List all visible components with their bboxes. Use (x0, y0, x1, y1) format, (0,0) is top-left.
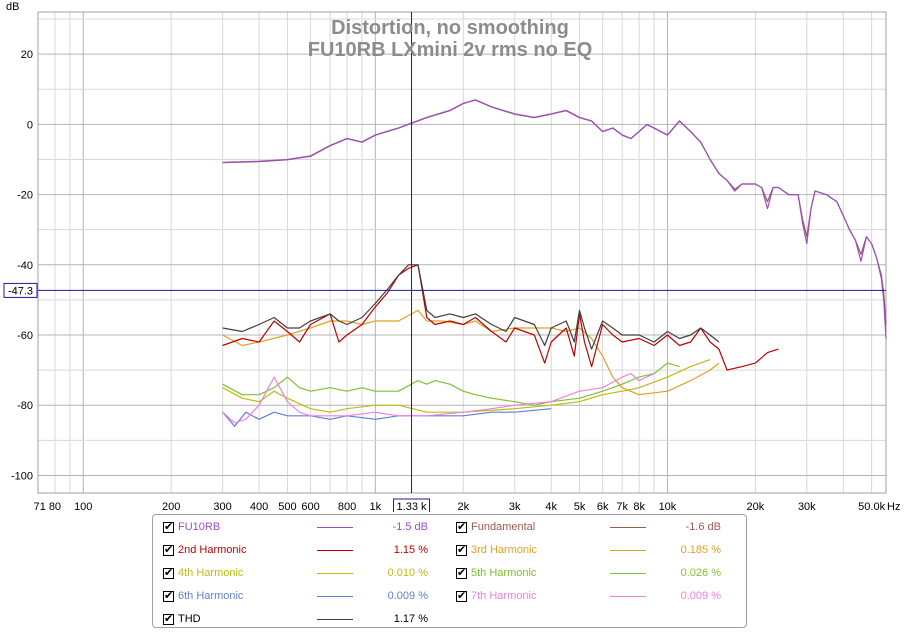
legend-series-value: 1.15 % (393, 544, 428, 556)
legend-checkbox[interactable]: ✔ (163, 521, 174, 533)
legend: ✔ FU10RB -1.5 dB ✔ Fundamental -1.6 dB ✔ 2nd Ha… (152, 514, 747, 628)
legend-series-name: 6th Harmonic (178, 590, 244, 602)
plot-frame (37, 11, 887, 494)
y-tick-label: -60 (17, 330, 33, 342)
y-tick-label: -80 (17, 400, 33, 412)
legend-series-value: 0.010 % (387, 567, 428, 579)
chart-subtitle: FU10RB LXmini 2v rms no EQ (308, 39, 593, 61)
legend-series-name: 7th Harmonic (471, 590, 537, 602)
legend-item-4th-harmonic: ✔ 4th Harmonic 0.010 % (163, 567, 443, 583)
y-tick-label: 20 (21, 49, 33, 61)
x-tick-label: 20k (747, 501, 765, 512)
x-tick-label: 30k (798, 501, 816, 512)
x-tick-label: 600 (301, 501, 319, 512)
x-tick-label: 80 (49, 501, 61, 512)
legend-checkbox[interactable]: ✔ (163, 567, 174, 579)
legend-series-value: -1.6 dB (685, 521, 721, 533)
legend-series-name: 3rd Harmonic (471, 544, 538, 556)
legend-series-name: FU10RB (178, 521, 221, 533)
y-tick-label: 0 (27, 119, 33, 131)
legend-series-value: 0.185 % (680, 544, 721, 556)
series-line-5th-harmonic (222, 362, 680, 406)
legend-swatch (610, 596, 646, 597)
x-tick-label: 50.0k (858, 501, 885, 512)
x-tick-label: 400 (250, 501, 268, 512)
legend-checkbox[interactable]: ✔ (456, 590, 467, 602)
cursor-x-readout-box (393, 498, 431, 512)
series-line-4th-harmonic (222, 359, 711, 413)
legend-swatch (610, 550, 646, 551)
legend-checkbox[interactable]: ✔ (163, 590, 174, 602)
legend-item-thd: ✔ THD 1.17 % (163, 613, 443, 629)
chart-title: Distortion, no smoothing (331, 17, 569, 39)
legend-swatch (317, 527, 353, 528)
legend-swatch (610, 527, 646, 528)
x-tick-label: 500 (278, 501, 296, 512)
legend-series-name: 2nd Harmonic (178, 544, 247, 556)
x-tick-label: 800 (338, 501, 356, 512)
x-tick-label: 71 (34, 501, 46, 512)
legend-series-value: 0.009 % (680, 590, 721, 602)
cursor-layer: -47.3 1.33 k (3, 12, 886, 512)
x-tick-label: 1k (370, 501, 382, 512)
legend-checkbox[interactable]: ✔ (456, 521, 467, 533)
legend-item-fundamental: ✔ Fundamental -1.6 dB (456, 521, 736, 537)
y-tick-label: -100 (11, 470, 33, 482)
legend-swatch (317, 573, 353, 574)
x-tick-label: 7k (616, 501, 628, 512)
series-line-3rd-harmonic (222, 309, 720, 396)
legend-series-name: Fundamental (471, 521, 536, 533)
x-tick-label: 5k (574, 501, 586, 512)
x-axis-label: Hz (887, 501, 900, 512)
x-tick-label: 2k (457, 501, 469, 512)
legend-series-name: 5th Harmonic (471, 567, 537, 579)
x-tick-label: 100 (74, 501, 92, 512)
x-tick-label: 200 (162, 501, 180, 512)
cursor-y-readout: -47.3 (8, 285, 33, 297)
legend-series-value: 0.009 % (387, 590, 428, 602)
legend-swatch (317, 596, 353, 597)
legend-checkbox[interactable]: ✔ (163, 613, 174, 625)
x-tick-label: 6k (597, 501, 609, 512)
cursor-y-readout-box (3, 282, 38, 298)
legend-series-value: 0.026 % (680, 567, 721, 579)
legend-swatch (610, 573, 646, 574)
y-tick-label: -20 (17, 190, 33, 202)
legend-series-value: -1.5 dB (392, 521, 428, 533)
legend-series-name: 4th Harmonic (178, 567, 244, 579)
legend-item-3rd-harmonic: ✔ 3rd Harmonic 0.185 % (456, 544, 736, 560)
cursor-x-readout: 1.33 k (397, 501, 427, 512)
legend-item-5th-harmonic: ✔ 5th Harmonic 0.026 % (456, 567, 736, 583)
legend-item-2nd-harmonic: ✔ 2nd Harmonic 1.15 % (163, 544, 443, 560)
series-line-6th-harmonic (222, 408, 552, 427)
series-line-fu10rb (222, 99, 887, 339)
x-tick-label: 3k (509, 501, 521, 512)
legend-checkbox[interactable]: ✔ (163, 544, 174, 556)
legend-item-6th-harmonic: ✔ 6th Harmonic 0.009 % (163, 590, 443, 606)
legend-item-fu10rb: ✔ FU10RB -1.5 dB (163, 521, 443, 537)
plot-grid (37, 12, 886, 493)
legend-series-value: 1.17 % (393, 613, 428, 625)
legend-item-7th-harmonic: ✔ 7th Harmonic 0.009 % (456, 590, 736, 606)
legend-checkbox[interactable]: ✔ (456, 544, 467, 556)
x-tick-label: 8k (633, 501, 645, 512)
x-tick-label: 4k (545, 501, 557, 512)
x-tick-label: 10k (659, 501, 677, 512)
legend-series-name: THD (178, 613, 201, 625)
legend-checkbox[interactable]: ✔ (456, 567, 467, 579)
y-tick-label: -40 (17, 260, 33, 272)
legend-swatch (317, 619, 353, 620)
series-layer (222, 99, 887, 427)
series-line-7th-harmonic (222, 373, 655, 424)
series-line-2nd-harmonic (222, 264, 779, 371)
x-tick-label: 300 (213, 501, 231, 512)
legend-swatch (317, 550, 353, 551)
y-axis-label: dB (6, 1, 19, 13)
series-line-thd (222, 264, 720, 350)
